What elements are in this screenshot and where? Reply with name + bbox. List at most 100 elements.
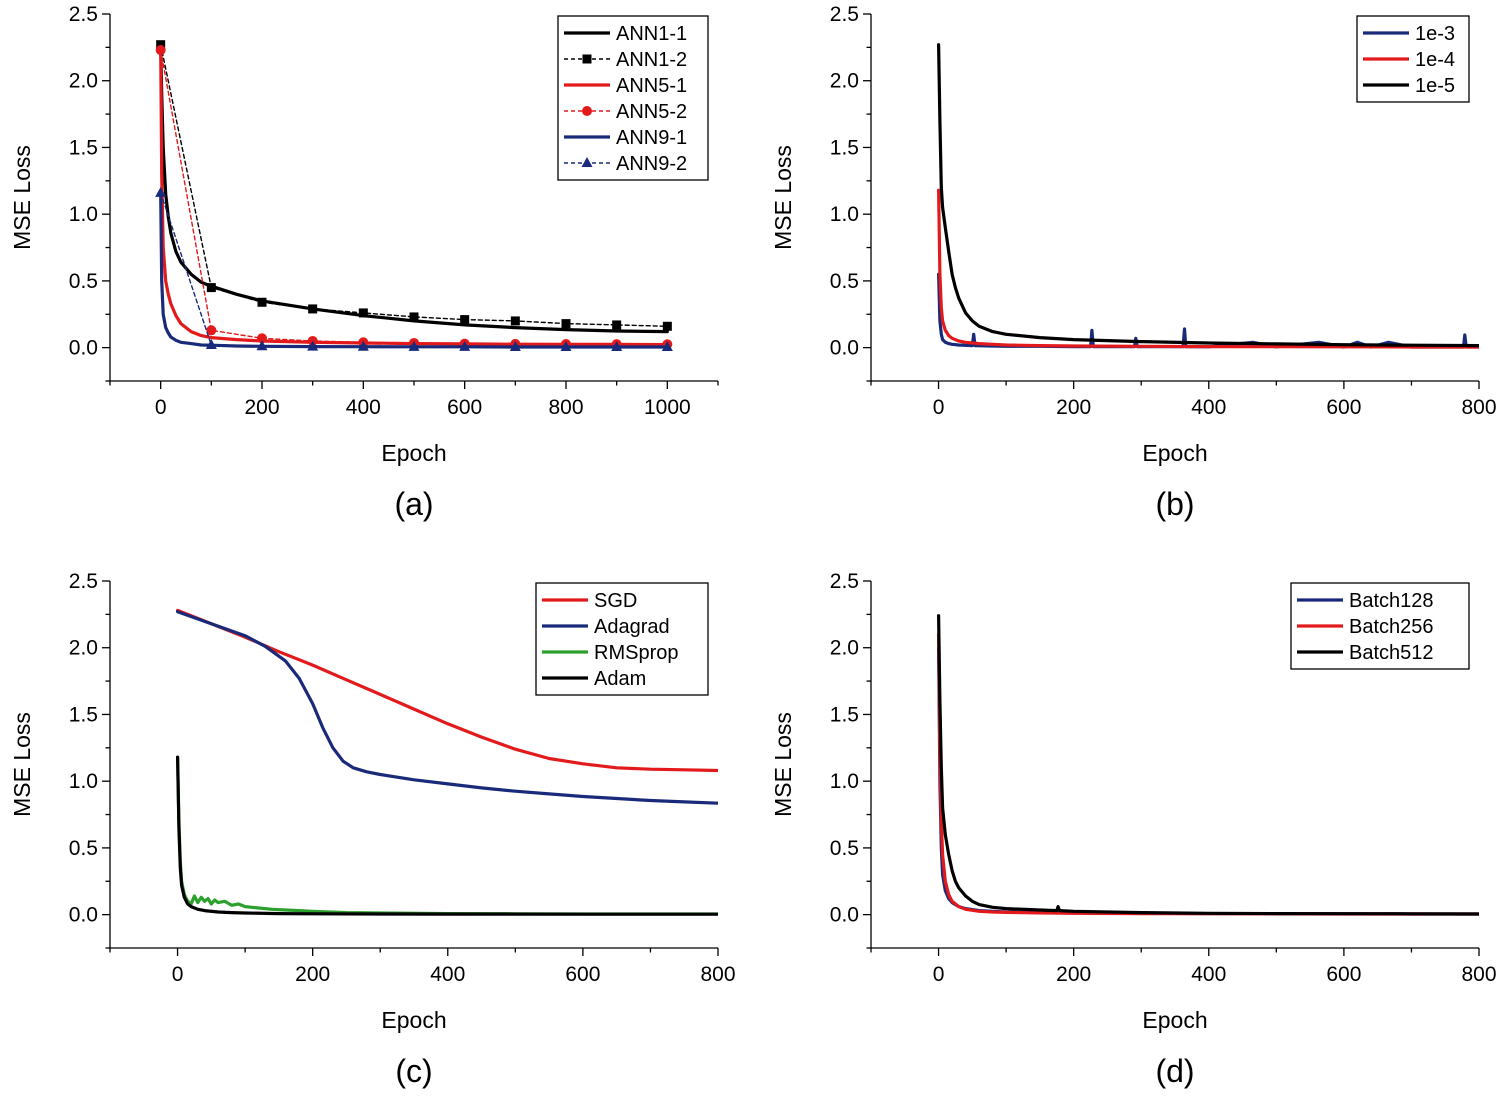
legend: SGD Adagrad RMSprop Adam: [535, 582, 709, 696]
x-tick-label: 800: [1461, 963, 1496, 986]
panel-label: (b): [1155, 486, 1194, 522]
series-line-ann9-2: [159, 192, 668, 348]
x-tick-label: 200: [295, 963, 330, 986]
x-tick-label: 800: [548, 396, 583, 419]
y-axis-title: MSE Loss: [770, 712, 796, 817]
legend-label-sgd: SGD: [594, 590, 637, 612]
legend-label-ann5-1: ANN5-1: [616, 75, 687, 97]
x-axis-title: Epoch: [381, 440, 446, 466]
legend-label-ann9-1: ANN9-1: [616, 127, 687, 149]
legend-marker-ann1-2: [582, 54, 592, 64]
x-tick-label: 200: [244, 396, 279, 419]
x-axis-title: Epoch: [1142, 440, 1207, 466]
legend-label-1e-5: 1e-5: [1415, 75, 1455, 97]
legend: ANN1-1 ANN1-2 ANN5-1 ANN5-2 ANN9-1 ANN9-2: [557, 15, 709, 181]
x-tick-label: 200: [1056, 396, 1091, 419]
x-tick-label: 400: [346, 396, 381, 419]
series-line-batch128: [936, 646, 1479, 916]
data-point-ann5-2: [155, 45, 166, 56]
legend-box: [535, 582, 709, 696]
x-tick-label: 0: [933, 396, 945, 419]
x-tick-label: 0: [155, 396, 167, 419]
data-point-ann9-2: [155, 186, 167, 197]
data-point-ann1-2: [358, 308, 368, 318]
series-line-ann5-2: [159, 49, 668, 345]
data-point-ann9-2: [408, 340, 420, 351]
legend-label-adagrad: Adagrad: [594, 616, 670, 638]
plot-area: [155, 40, 673, 351]
y-axis-title: MSE Loss: [9, 712, 35, 817]
x-tick-label: 600: [1326, 963, 1361, 986]
series-line-ann1-2: [159, 44, 668, 327]
data-point-ann5-2: [206, 325, 217, 336]
panel-1: 0 200 400 600 800 1000 0.0 0.5 1.0 1.5 2.0 2.5 Epoch…: [9, 3, 719, 522]
series-line-batch512: [936, 614, 1479, 916]
y-tick-label: 0.0: [69, 904, 98, 927]
y-tick-label: 2.5: [69, 3, 98, 26]
y-tick-label: 2.5: [830, 570, 859, 593]
y-tick-label: 1.0: [69, 203, 98, 226]
data-point-ann9-2: [611, 340, 623, 351]
x-tick-label: 400: [430, 963, 465, 986]
panel-4: 0 200 400 600 800 0.0 0.5 1.0 1.5 2.0 2.5 Epoch MSE …: [770, 570, 1497, 1089]
data-point-ann1-2: [612, 320, 622, 330]
legend-marker-ann9-2: [581, 157, 593, 167]
legend-label-batch128: Batch128: [1349, 590, 1434, 612]
y-tick-label: 1.0: [830, 203, 859, 226]
legend-label-ann5-2: ANN5-2: [616, 101, 687, 123]
series-line-1e-5: [936, 43, 1479, 348]
series-line-batch256: [936, 632, 1479, 916]
y-tick-label: 2.0: [830, 637, 859, 660]
plot-area: [176, 608, 718, 916]
series-line-adagrad: [176, 610, 718, 805]
data-point-ann5-2: [257, 333, 267, 344]
panel-3: 0 200 400 600 800 0.0 0.5 1.0 1.5 2.0 2.5 Epoch MSE …: [9, 570, 736, 1089]
y-tick-label: 0.5: [69, 837, 98, 860]
series-line-1e-4: [936, 188, 1479, 349]
y-tick-label: 2.0: [830, 70, 859, 93]
legend-label-ann1-2: ANN1-2: [616, 49, 687, 71]
legend-label-batch256: Batch256: [1349, 616, 1434, 638]
legend-label-ann9-2: ANN9-2: [616, 153, 687, 175]
series-line-ann5-1: [159, 45, 669, 347]
x-tick-label: 0: [172, 963, 184, 986]
y-tick-label: 0.5: [69, 270, 98, 293]
data-point-ann9-2: [661, 340, 673, 351]
data-point-ann1-2: [510, 316, 520, 326]
y-tick-label: 2.0: [69, 70, 98, 93]
y-tick-label: 0.5: [830, 837, 859, 860]
y-tick-label: 1.5: [69, 703, 98, 726]
x-tick-label: 400: [1191, 396, 1226, 419]
plot-area: [936, 614, 1479, 916]
y-tick-label: 2.0: [69, 637, 98, 660]
data-point-ann1-2: [460, 315, 470, 325]
legend-label-adam: Adam: [594, 668, 646, 690]
data-point-ann1-2: [206, 283, 216, 293]
series-line-rmsprop: [176, 755, 718, 916]
data-point-ann1-2: [662, 321, 672, 331]
x-tick-label: 600: [447, 396, 482, 419]
legend: Batch128 Batch256 Batch512: [1290, 582, 1470, 670]
legend-label-1e-4: 1e-4: [1415, 49, 1455, 71]
y-tick-label: 1.5: [830, 703, 859, 726]
y-tick-label: 1.5: [69, 136, 98, 159]
panel-label: (a): [394, 486, 433, 522]
y-tick-label: 0.0: [830, 904, 859, 927]
legend: 1e-3 1e-4 1e-5: [1356, 15, 1470, 103]
x-tick-label: 600: [1326, 396, 1361, 419]
x-tick-label: 200: [1056, 963, 1091, 986]
x-tick-label: 800: [700, 963, 735, 986]
legend-marker-ann5-2: [582, 106, 592, 116]
x-tick-label: 400: [1191, 963, 1226, 986]
y-tick-label: 1.0: [69, 770, 98, 793]
series-line-adam: [176, 755, 718, 916]
y-tick-label: 1.5: [830, 136, 859, 159]
data-point-ann9-2: [205, 338, 217, 349]
data-point-ann1-2: [409, 312, 419, 322]
data-point-ann1-2: [308, 304, 318, 314]
legend-label-rmsprop: RMSprop: [594, 642, 678, 664]
y-tick-label: 2.5: [69, 570, 98, 593]
y-tick-label: 0.0: [830, 337, 859, 360]
legend-label-ann1-1: ANN1-1: [616, 23, 687, 45]
